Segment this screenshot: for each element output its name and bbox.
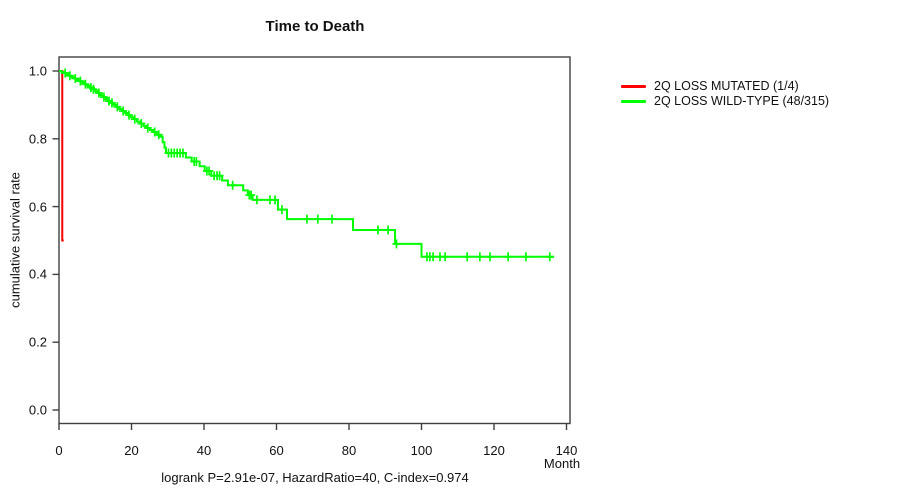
x-axis-label: Month	[543, 456, 581, 471]
plot-border	[58, 56, 571, 425]
legend: 2Q LOSS MUTATED (1/4) 2Q LOSS WILD-TYPE (…	[621, 79, 829, 109]
survival-curve-wildtype	[59, 70, 555, 258]
x-tick-label: 80	[341, 443, 357, 458]
x-tick-label: 40	[196, 443, 212, 458]
y-tick-label: 0.4	[28, 266, 47, 282]
x-tick-label: 100	[410, 443, 433, 458]
chart-title: Time to Death	[265, 18, 365, 35]
legend-label: 2Q LOSS WILD-TYPE (48/315)	[654, 94, 830, 108]
x-tick-label: 60	[269, 443, 284, 458]
legend-line-swatch	[621, 100, 646, 103]
x-tick-label: 20	[124, 443, 139, 458]
y-tick-label: 0.8	[28, 131, 47, 147]
y-tick-label: 0.6	[28, 199, 47, 215]
legend-item: 2Q LOSS WILD-TYPE (48/315)	[621, 94, 829, 109]
legend-line-swatch	[621, 85, 646, 88]
x-tick-label: 0	[55, 443, 63, 458]
survival-curve-mutated	[59, 70, 64, 242]
legend-label: 2Q LOSS MUTATED (1/4)	[654, 79, 799, 93]
legend-item: 2Q LOSS MUTATED (1/4)	[621, 79, 829, 94]
y-tick-label: 1.0	[28, 63, 47, 79]
y-tick-label: 0.2	[28, 334, 47, 350]
stats-caption: logrank P=2.91e-07, HazardRatio=40, C-in…	[161, 470, 469, 485]
censor-marks	[61, 68, 554, 262]
x-tick-label: 140	[555, 443, 578, 458]
x-tick-label: 120	[483, 443, 505, 458]
y-tick-label: 0.0	[28, 402, 47, 418]
